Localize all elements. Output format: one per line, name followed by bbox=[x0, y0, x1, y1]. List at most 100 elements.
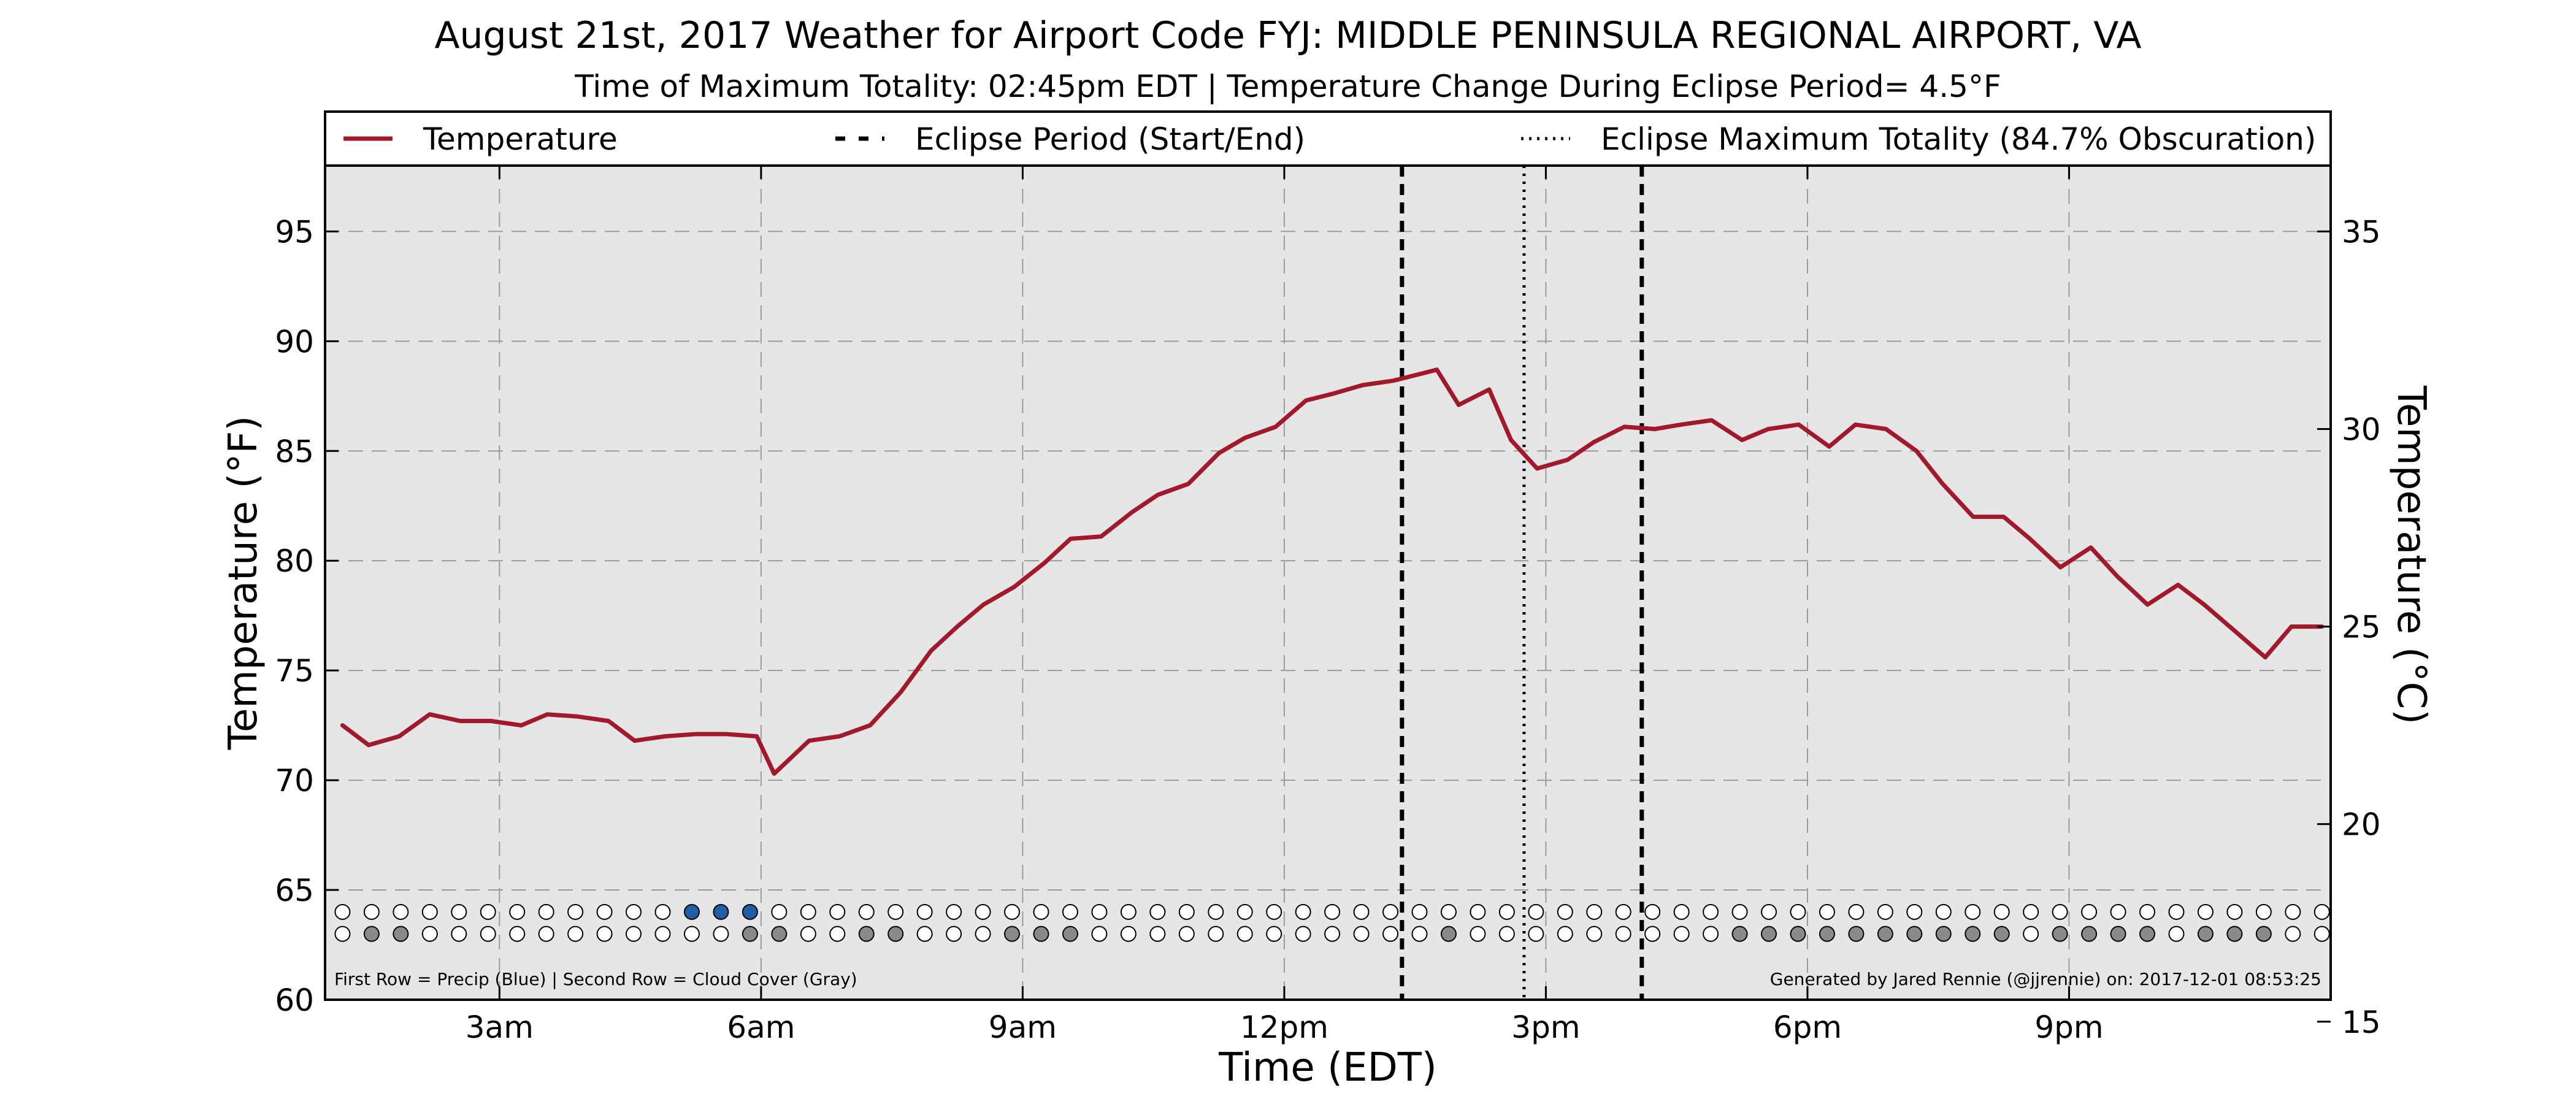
precip-dot bbox=[1440, 903, 1457, 920]
x-axis-label: Time (EDT) bbox=[1218, 1045, 1437, 1091]
chart-subtitle: Time of Maximum Totality: 02:45pm EDT | … bbox=[574, 69, 2001, 104]
cloud-dot bbox=[1120, 926, 1137, 942]
precip-dot bbox=[1935, 903, 1952, 920]
y-tick-label-left: 85 bbox=[275, 434, 314, 469]
precip-dot bbox=[1062, 903, 1078, 920]
precip-dot bbox=[421, 903, 438, 920]
cloud-dot bbox=[626, 926, 642, 942]
footer-right-credit: Generated by Jared Rennie (@jjrennie) on… bbox=[1770, 969, 2321, 989]
precip-dot bbox=[829, 903, 846, 920]
precip-dot bbox=[1470, 903, 1486, 920]
precip-dot bbox=[2226, 903, 2243, 920]
precip-dot bbox=[393, 903, 409, 920]
precip-dot bbox=[2255, 903, 2272, 920]
precip-dot bbox=[1120, 903, 1137, 920]
precip-dot bbox=[946, 903, 962, 920]
cloud-dot bbox=[1324, 926, 1341, 942]
cloud-dot bbox=[1557, 926, 1573, 942]
precip-dot bbox=[1993, 903, 2010, 920]
cloud-dot bbox=[1149, 926, 1166, 942]
cloud-dot bbox=[2197, 926, 2214, 942]
precip-dot bbox=[1965, 903, 1981, 920]
cloud-dot bbox=[421, 926, 438, 942]
precip-dot bbox=[1528, 903, 1544, 920]
cloud-dot bbox=[596, 926, 613, 942]
precip-dot bbox=[1149, 903, 1166, 920]
cloud-dot bbox=[1703, 926, 1719, 942]
cloud-dot bbox=[1761, 926, 1777, 942]
precip-dot bbox=[1033, 903, 1049, 920]
x-tick-label: 12pm bbox=[1240, 1010, 1328, 1045]
precip-dot bbox=[800, 903, 816, 920]
precip-dot bbox=[334, 903, 351, 920]
cloud-dot bbox=[1266, 926, 1282, 942]
cloud-dot bbox=[1586, 926, 1603, 942]
cloud-dot bbox=[1411, 926, 1428, 942]
precip-dot bbox=[1004, 903, 1021, 920]
precip-dot bbox=[887, 903, 904, 920]
precip-dot bbox=[1178, 903, 1195, 920]
precip-dot bbox=[2023, 903, 2039, 920]
precip-dot bbox=[2052, 903, 2068, 920]
cloud-dot bbox=[1790, 926, 1806, 942]
cloud-dot bbox=[1528, 926, 1544, 942]
precip-dot bbox=[1236, 903, 1253, 920]
precip-dot bbox=[1382, 903, 1399, 920]
y-tick-label-left: 70 bbox=[275, 763, 314, 799]
cloud-dot bbox=[1062, 926, 1078, 942]
precip-dot bbox=[1411, 903, 1428, 920]
plot-area bbox=[325, 166, 2331, 1000]
cloud-dot bbox=[1236, 926, 1253, 942]
precip-dot bbox=[1208, 903, 1224, 920]
precip-dot bbox=[1731, 903, 1748, 920]
precip-dot bbox=[916, 903, 933, 920]
grid-lines bbox=[325, 166, 2331, 1000]
cloud-dot bbox=[1353, 926, 1370, 942]
cloud-dot bbox=[1440, 926, 1457, 942]
precip-dot bbox=[2081, 903, 2098, 920]
x-tick-label: 3am bbox=[466, 1010, 534, 1045]
cloud-dot bbox=[1848, 926, 1865, 942]
eclipse-markers bbox=[1400, 166, 1644, 1000]
cloud-dot bbox=[771, 926, 788, 942]
precip-dot bbox=[1790, 903, 1806, 920]
cloud-dot bbox=[2255, 926, 2272, 942]
precip-dot bbox=[771, 903, 788, 920]
x-tick-label: 9pm bbox=[2034, 1010, 2103, 1045]
cloud-dot bbox=[1644, 926, 1661, 942]
cloud-dot bbox=[683, 926, 700, 942]
cloud-dot bbox=[2023, 926, 2039, 942]
precip-dot bbox=[509, 903, 526, 920]
precip-dot bbox=[538, 903, 554, 920]
precip-cloud-dots bbox=[334, 903, 2330, 942]
y-tick-label-left: 95 bbox=[275, 214, 314, 250]
precip-dot bbox=[1266, 903, 1282, 920]
y-tick-label-left: 60 bbox=[275, 983, 314, 1018]
legend-box bbox=[324, 110, 2332, 167]
precip-dot bbox=[1295, 903, 1311, 920]
cloud-dot bbox=[2226, 926, 2243, 942]
precip-dot bbox=[1091, 903, 1108, 920]
cloud-dot bbox=[1033, 926, 1049, 942]
precip-dot bbox=[2313, 903, 2330, 920]
cloud-dot bbox=[800, 926, 816, 942]
x-tick-label: 6pm bbox=[1773, 1010, 1842, 1045]
cloud-dot bbox=[1470, 926, 1486, 942]
precip-dot bbox=[626, 903, 642, 920]
precip-dot bbox=[1877, 903, 1893, 920]
cloud-dot bbox=[1993, 926, 2010, 942]
cloud-dot bbox=[334, 926, 351, 942]
cloud-dot bbox=[1091, 926, 1108, 942]
cloud-dot bbox=[858, 926, 875, 942]
cloud-dot bbox=[975, 926, 991, 942]
legend-label: Eclipse Period (Start/End) bbox=[915, 121, 1305, 157]
footer-left-note: First Row = Precip (Blue) | Second Row =… bbox=[334, 969, 857, 989]
y-tick-label-right: 15 bbox=[2342, 1005, 2381, 1040]
cloud-dot bbox=[742, 926, 758, 942]
precip-dot bbox=[2197, 903, 2214, 920]
cloud-dot bbox=[1178, 926, 1195, 942]
cloud-dot bbox=[1819, 926, 1835, 942]
precip-dot bbox=[1644, 903, 1661, 920]
cloud-dot bbox=[480, 926, 496, 942]
